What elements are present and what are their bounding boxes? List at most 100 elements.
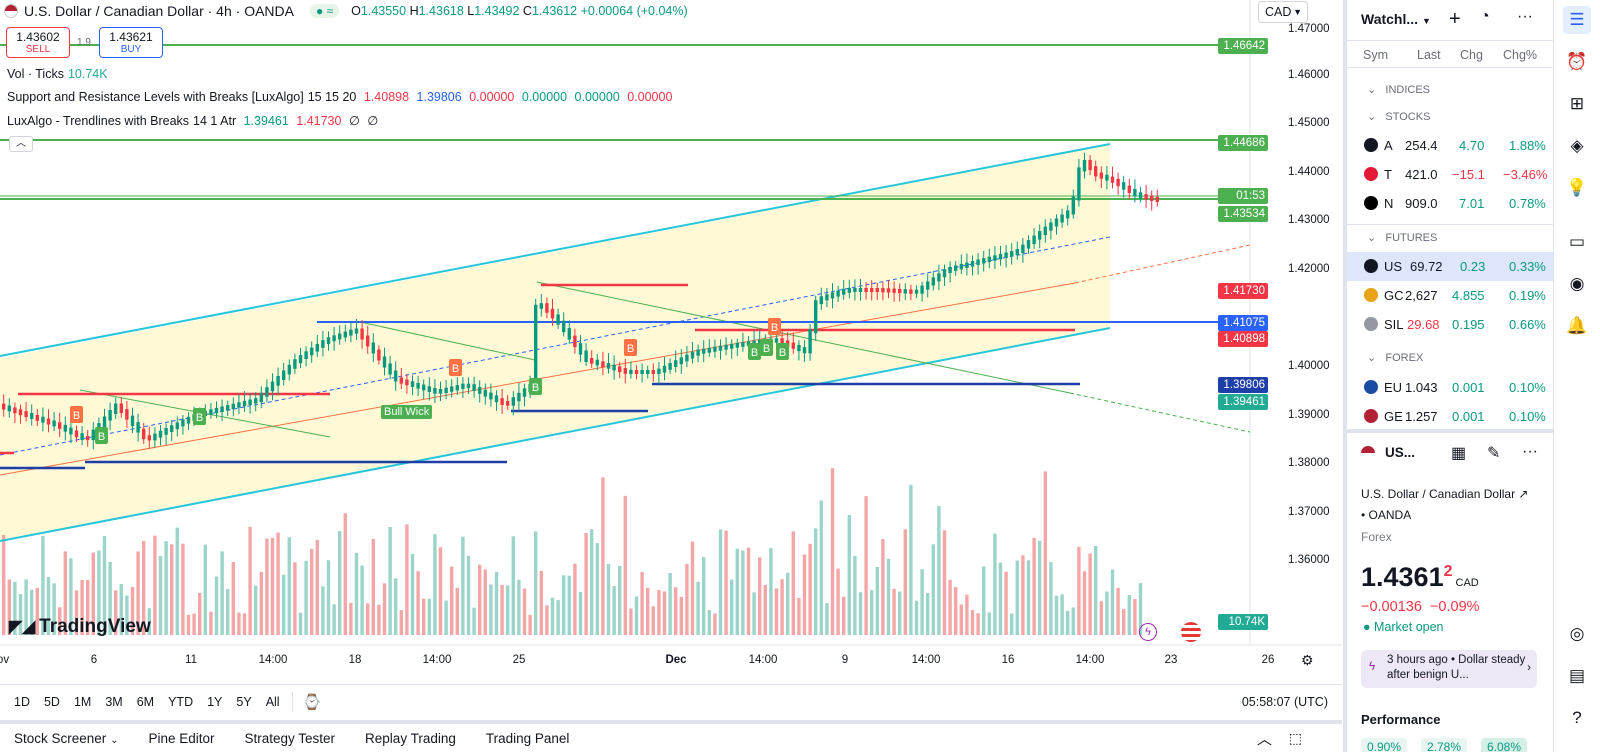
clock[interactable]: 05:58:07 (UTC) (1241, 694, 1328, 709)
tab-strategy-tester[interactable]: Strategy Tester (244, 730, 336, 746)
candle-body (1010, 251, 1014, 257)
date-tick: 14:00 (258, 654, 288, 666)
chart-settings-icon[interactable]: ⚙ (1301, 652, 1314, 668)
list-item[interactable]: N 909.0 7.01 0.78% (1347, 189, 1557, 218)
range-1m[interactable]: 1M (73, 694, 92, 709)
list-item[interactable]: T 421.0 −15.1 −3.46% (1347, 160, 1557, 189)
col-sym[interactable]: Sym (1363, 48, 1388, 62)
performance-cell[interactable]: 0.90% (1361, 738, 1407, 752)
collapse-legend-button[interactable]: ︿ (9, 136, 33, 152)
market-status-badge[interactable]: ● ≈ (310, 4, 340, 18)
candle-body (814, 300, 818, 334)
range-3m[interactable]: 3M (105, 694, 123, 709)
add-symbol-icon[interactable]: + (1449, 8, 1461, 30)
section-stocks[interactable]: ⌄ STOCKS (1367, 111, 1431, 123)
list-item-selected[interactable]: US 69.72 0.23 0.33% (1347, 252, 1557, 281)
range-all[interactable]: All (265, 694, 280, 709)
flash-icon[interactable]: ϟ (1139, 623, 1157, 641)
date-tick: 26 (1261, 654, 1275, 666)
grid-icon[interactable]: ▦ (1451, 445, 1467, 462)
netflix-logo-icon (1364, 196, 1378, 210)
streams-icon[interactable]: ◉ (1569, 274, 1585, 293)
candle-body (360, 328, 364, 340)
bearish-break-marker (449, 359, 462, 376)
range-6m[interactable]: 6M (136, 694, 155, 709)
range-1d[interactable]: 1D (14, 694, 30, 709)
edit-icon[interactable]: ✎ (1487, 445, 1501, 462)
volume-bar (231, 562, 235, 635)
volume-bar (875, 567, 879, 635)
section-forex[interactable]: ⌄ FOREX (1367, 352, 1424, 364)
list-item[interactable]: EU 1.043 0.001 0.10% (1347, 373, 1557, 402)
volume-bar (646, 587, 650, 635)
volume-bar (870, 590, 874, 635)
calendar-icon[interactable]: ▤ (1568, 666, 1586, 685)
volume-bar (1082, 571, 1087, 635)
candle-body (1138, 192, 1143, 199)
tradingview-logo[interactable]: ◤◢ TradingView (9, 616, 151, 637)
section-indices[interactable]: ⌄ INDICES (1367, 84, 1431, 96)
list-item[interactable]: GC 2,627 4.855 0.19% (1347, 281, 1557, 310)
advanced-view-icon[interactable]: ◔ (1480, 8, 1490, 25)
indicator-legend-volume[interactable]: Vol · Ticks 10.74K (7, 67, 108, 81)
range-1y[interactable]: 1Y (207, 694, 223, 709)
col-chgp[interactable]: Chg% (1503, 48, 1538, 62)
details-type: Forex (1361, 530, 1392, 544)
ideas-icon[interactable]: 💡 (1566, 178, 1588, 197)
tab-stock-screener[interactable]: Stock Screener ⌄ (14, 730, 119, 746)
volume-bar (371, 539, 375, 635)
us-flag-icon[interactable] (1181, 622, 1201, 642)
range-5d[interactable]: 5D (43, 694, 60, 709)
help-icon[interactable]: ? (1572, 708, 1582, 727)
currency-select[interactable]: CAD ▼ (1258, 1, 1308, 23)
tab-pine-editor[interactable]: Pine Editor (148, 730, 215, 746)
candle-body (550, 308, 555, 319)
object-tree-icon[interactable]: ⊞ (1569, 94, 1585, 113)
sell-button[interactable]: 1.43602 SELL (6, 27, 70, 58)
oil-drop-icon (1364, 259, 1378, 273)
buy-button[interactable]: 1.43621 BUY (99, 27, 163, 58)
trendline-green (536, 281, 1071, 394)
volume-bar (343, 513, 347, 635)
collapse-panel-icon[interactable]: ︿ (1256, 730, 1272, 748)
date-range-icon[interactable]: ⌚ (302, 693, 322, 711)
chat-icon[interactable]: ▭ (1568, 232, 1586, 251)
col-chg[interactable]: Chg (1460, 48, 1483, 62)
target-icon[interactable]: ◎ (1569, 624, 1585, 643)
details-name[interactable]: U.S. Dollar / Canadian Dollar ↗ (1361, 487, 1529, 501)
watchlist-icon[interactable]: ☰ (1563, 6, 1591, 34)
symbol-title[interactable]: U.S. Dollar / Canadian Dollar · 4h · OAN… (24, 3, 294, 19)
performance-cell[interactable]: 6.08% (1481, 738, 1527, 752)
performance-cell[interactable]: 2.78% (1421, 738, 1467, 752)
list-item[interactable]: A 254.4 4.70 1.88% (1347, 131, 1557, 160)
indicator-legend-trendlines[interactable]: LuxAlgo - Trendlines with Breaks 14 1 Atr… (7, 114, 379, 128)
volume-bar (287, 537, 291, 635)
candle-body (354, 328, 359, 334)
tab-trading-panel[interactable]: Trading Panel (485, 730, 570, 746)
range-ytd[interactable]: YTD (168, 694, 194, 709)
col-last[interactable]: Last (1417, 48, 1441, 62)
volume-bar (310, 549, 314, 635)
list-item[interactable]: SIL 29.68 0.195 0.66% (1347, 310, 1557, 339)
notifications-icon[interactable]: 🔔 (1566, 316, 1588, 335)
tab-replay-trading[interactable]: Replay Trading (365, 730, 456, 746)
layers-icon[interactable]: ◈ (1570, 136, 1584, 155)
news-card[interactable]: ϟ 3 hours ago • Dollar steady after beni… (1361, 650, 1537, 688)
ohlc-values: O1.43550 H1.43618 L1.43492 C1.43612 +0.0… (351, 4, 688, 18)
section-futures[interactable]: ⌄ FUTURES (1347, 224, 1557, 244)
more-icon[interactable]: ··· (1517, 8, 1533, 25)
volume-bar (399, 610, 403, 635)
more-icon[interactable]: ··· (1522, 443, 1538, 460)
alerts-icon[interactable]: ⏰ (1566, 52, 1588, 71)
indicator-legend-sr[interactable]: Support and Resistance Levels with Break… (7, 90, 673, 104)
maximize-panel-icon[interactable]: ⬚ (1288, 729, 1302, 746)
volume-bar (668, 573, 672, 635)
details-symbol[interactable]: US... (1385, 445, 1416, 460)
watchlist-title[interactable]: Watchl... ▼ (1361, 11, 1431, 27)
candle-body (858, 288, 863, 292)
range-5y[interactable]: 5Y (236, 694, 252, 709)
date-tick: 11 (185, 654, 197, 666)
list-item[interactable]: GE 1.257 0.001 0.10% (1347, 402, 1557, 431)
